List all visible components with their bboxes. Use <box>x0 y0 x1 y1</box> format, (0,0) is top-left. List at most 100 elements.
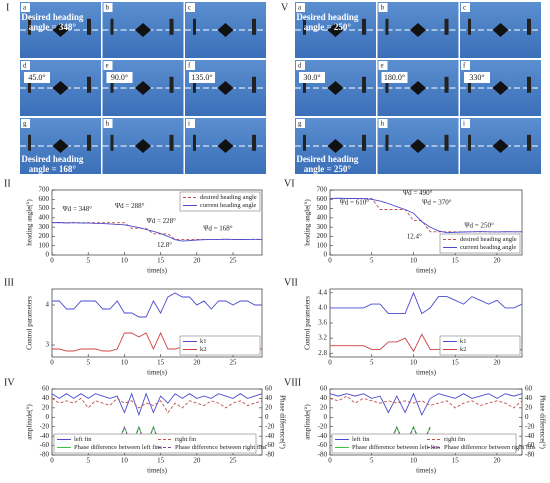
robot <box>217 23 234 37</box>
x-axis-label: time(s) <box>147 267 167 275</box>
plot-frame <box>329 388 523 456</box>
letter-box <box>296 119 305 128</box>
annotation: 12.8° <box>157 241 172 249</box>
series-line <box>330 291 523 315</box>
x-tick-label: 0 <box>50 457 54 465</box>
cell-letter: i <box>463 120 465 128</box>
legend-label: current heading angle <box>200 202 256 209</box>
x-tick-label: 15 <box>452 457 460 465</box>
letter-box <box>103 61 113 70</box>
y2-tick-label: -80 <box>525 451 535 459</box>
cell-letter: a <box>23 4 27 12</box>
x-tick-label: 5 <box>370 359 374 367</box>
legend-box <box>179 191 261 212</box>
robot <box>217 81 234 95</box>
letter-box <box>378 61 388 70</box>
x-tick-label: 10 <box>121 257 129 265</box>
x-tick-label: 5 <box>86 257 90 265</box>
y-tick-label: -60 <box>40 441 50 449</box>
marker <box>385 18 389 35</box>
letter-box <box>378 3 388 12</box>
annotation: 12.4° <box>407 232 422 240</box>
robot <box>492 139 509 153</box>
cell-text: Desired heading angle = 250° <box>296 154 359 174</box>
robot <box>327 81 344 95</box>
y-tick-label: 400 <box>317 213 328 221</box>
y-tick-label: 200 <box>39 232 50 240</box>
letter-box <box>296 61 305 70</box>
y2-tick-label: 60 <box>265 385 273 393</box>
y2-axis-label: Phase difference(°) <box>278 395 286 449</box>
marker <box>303 18 306 35</box>
cell-letter: e <box>381 62 384 70</box>
x-tick-label: 20 <box>493 257 501 265</box>
y2-axis-label: Phase difference(°) <box>538 395 546 449</box>
panel-label: III <box>4 277 14 288</box>
legend-label: desired heading angle <box>200 194 257 201</box>
legend-label: Phase difference between right fins <box>444 444 536 451</box>
annotation: Ψd = 288° <box>115 202 145 210</box>
cell-letter: f <box>188 62 191 70</box>
y-tick-label: -80 <box>318 451 328 459</box>
annotation: Ψd = 610° <box>340 199 370 207</box>
angle-box <box>189 72 215 83</box>
x-tick-label: 10 <box>410 457 418 465</box>
marker <box>169 134 174 151</box>
y2-tick-label: -60 <box>265 441 275 449</box>
letter-box <box>186 3 195 12</box>
y2-tick-label: -60 <box>525 441 535 449</box>
letter-box <box>461 119 470 128</box>
series-line <box>329 392 523 416</box>
panel-label: IV <box>4 377 15 388</box>
robot <box>135 23 151 37</box>
legend-label: current heading angle <box>460 244 516 251</box>
panel-label: V <box>281 2 289 13</box>
annotation: Ψd = 370° <box>422 199 452 207</box>
y-tick-label: -40 <box>40 432 50 440</box>
x-axis-label: time(s) <box>147 369 167 377</box>
series-line <box>329 197 522 234</box>
series-line <box>51 222 263 242</box>
letter-box <box>21 61 30 70</box>
y-tick-label: 3 <box>46 341 50 349</box>
marker <box>87 76 91 93</box>
marker <box>527 18 531 35</box>
y2-tick-label: 20 <box>525 403 533 411</box>
letter-box <box>461 3 470 12</box>
x-tick-label: 20 <box>193 257 201 265</box>
letter-box <box>186 119 195 128</box>
cell-letter: b <box>381 4 385 12</box>
marker <box>252 18 256 35</box>
cell-letter: d <box>23 62 27 70</box>
legend-label: left fin <box>352 436 370 443</box>
marker <box>362 18 366 35</box>
marker <box>468 18 471 35</box>
angle-box <box>381 72 408 83</box>
x-tick-label: 10 <box>410 359 418 367</box>
x-tick-label: 20 <box>193 359 201 367</box>
x-tick-label: 0 <box>328 359 332 367</box>
y-tick-label: -80 <box>40 451 50 459</box>
y-axis-label: amplitude(°) <box>304 404 312 440</box>
cell-letter: g <box>298 120 302 128</box>
y-axis-label: amplitude(°) <box>26 404 34 440</box>
y-tick-label: 4 <box>46 301 50 309</box>
legend-label: left fin <box>74 436 92 443</box>
angle-box <box>299 72 325 83</box>
angle-box <box>24 72 50 83</box>
x-tick-label: 20 <box>493 359 501 367</box>
y-tick-label: 100 <box>317 241 328 249</box>
y-tick-label: 60 <box>320 385 328 393</box>
y-tick-label: 20 <box>42 403 50 411</box>
marker <box>87 134 91 151</box>
y-tick-label: 200 <box>317 232 328 240</box>
x-tick-label: 5 <box>370 457 374 465</box>
y2-tick-label: 0 <box>525 413 529 421</box>
robot <box>217 139 234 153</box>
legend-box <box>331 433 517 454</box>
x-tick-label: 0 <box>50 359 54 367</box>
marker <box>362 76 366 93</box>
y-axis-label: heading angle(°) <box>26 199 34 246</box>
letter-box <box>21 3 30 12</box>
x-tick-label: 0 <box>328 257 332 265</box>
